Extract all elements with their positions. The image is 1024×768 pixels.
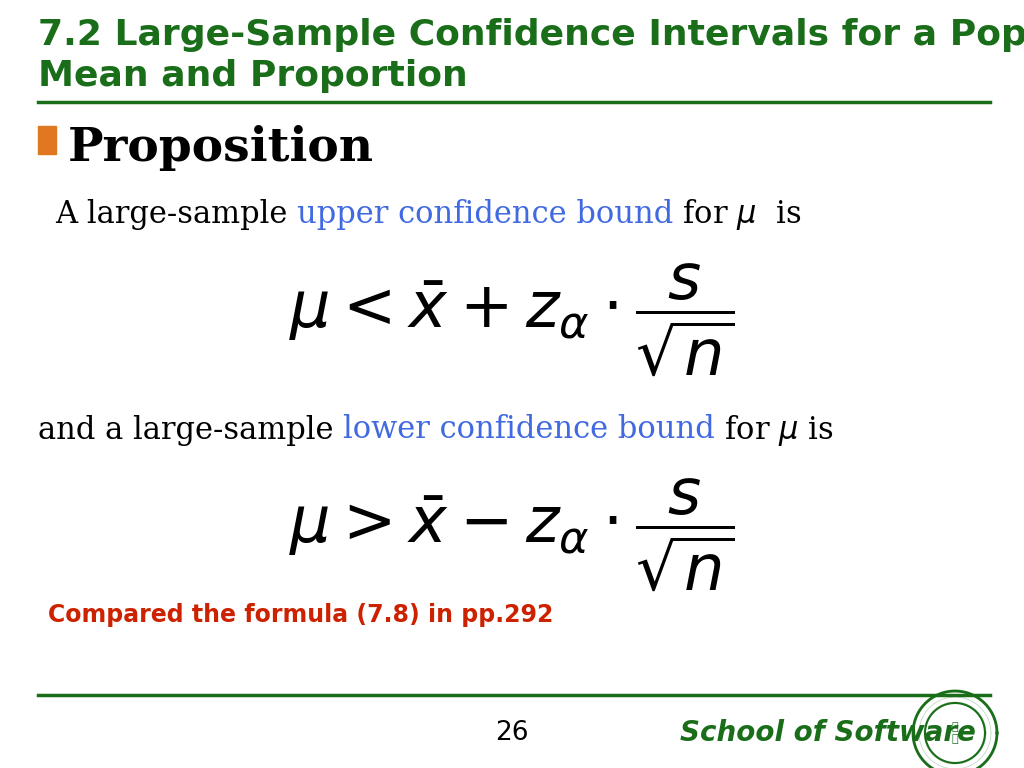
Text: $\mu < \bar{x} + z_{\alpha} \cdot \dfrac{s}{\sqrt{n}}$: $\mu < \bar{x} + z_{\alpha} \cdot \dfrac… xyxy=(290,261,734,379)
Text: A large-sample: A large-sample xyxy=(55,200,297,230)
Text: School of Software: School of Software xyxy=(680,719,976,747)
Text: and a large-sample: and a large-sample xyxy=(38,415,343,445)
Text: 中
山: 中 山 xyxy=(951,722,958,743)
Text: for $\mu$ is: for $\mu$ is xyxy=(715,412,834,448)
Text: upper confidence bound: upper confidence bound xyxy=(297,200,674,230)
Text: for $\mu$  is: for $\mu$ is xyxy=(674,197,802,233)
Text: $\mu > \bar{x} - z_{\alpha} \cdot \dfrac{s}{\sqrt{n}}$: $\mu > \bar{x} - z_{\alpha} \cdot \dfrac… xyxy=(290,476,734,594)
Text: Compared the formula (7.8) in pp.292: Compared the formula (7.8) in pp.292 xyxy=(48,603,553,627)
Bar xyxy=(38,126,56,154)
Text: 7.2 Large-Sample Confidence Intervals for a Population
Mean and Proportion: 7.2 Large-Sample Confidence Intervals fo… xyxy=(38,18,1024,93)
Text: 26: 26 xyxy=(496,720,528,746)
Text: Proposition: Proposition xyxy=(68,125,374,171)
Text: lower confidence bound: lower confidence bound xyxy=(343,415,715,445)
